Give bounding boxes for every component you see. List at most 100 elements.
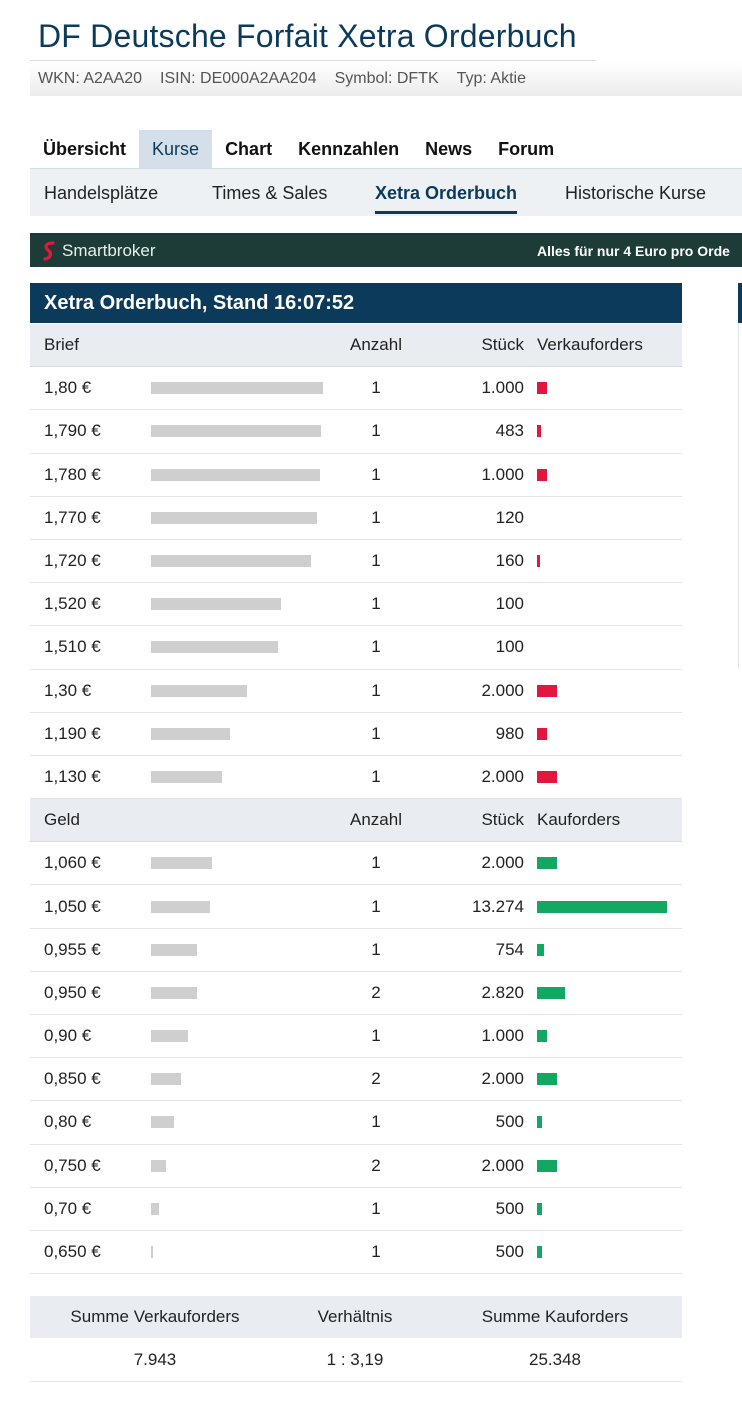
smartbroker-ad-banner[interactable]: Smartbroker Alles für nur 4 Euro pro Ord…	[30, 233, 742, 267]
ask-header-row: Brief Anzahl Stück Verkauforders	[30, 324, 682, 368]
ask-count: 1	[371, 723, 381, 743]
tab-forum[interactable]: Forum	[498, 138, 555, 159]
bid-depth-bar	[151, 1159, 166, 1172]
bid-count: 1	[371, 1112, 381, 1132]
ask-depth-bar	[151, 511, 317, 524]
tab-uebersicht[interactable]: Übersicht	[43, 138, 127, 159]
bid-order-bar	[537, 1246, 542, 1259]
bid-qty: 2.000	[481, 853, 524, 873]
bid-price: 0,70 €	[44, 1198, 92, 1218]
smartbroker-logo: Smartbroker	[42, 241, 156, 261]
ask-price: 1,720 €	[44, 551, 101, 571]
ask-count: 1	[371, 421, 381, 441]
orderbook-title: Xetra Orderbuch, Stand 16:07:52	[30, 283, 682, 323]
ask-price: 1,790 €	[44, 421, 101, 441]
bid-row: 0,90 € 1 1.000	[30, 1015, 682, 1059]
bid-qty: 2.000	[481, 1155, 524, 1175]
ask-row: 1,790 € 1 483	[30, 410, 682, 454]
page-title: DF Deutsche Forfait Xetra Orderbuch	[38, 18, 577, 54]
bid-price: 0,80 €	[44, 1112, 92, 1132]
ask-row: 1,770 € 1 120	[30, 497, 682, 540]
bid-count: 2	[371, 1155, 381, 1175]
ask-qty: 100	[495, 594, 524, 614]
tab-chart[interactable]: Chart	[225, 138, 273, 159]
bid-count: 1	[371, 1198, 381, 1218]
ask-order-bar	[537, 770, 557, 783]
ask-header-qty: Stück	[481, 335, 524, 355]
ask-qty: 160	[495, 551, 524, 571]
summary-header-row: Summe Verkauforders Verhältnis Summe Kau…	[30, 1296, 682, 1338]
bid-header-row: Geld Anzahl Stück Kauforders	[30, 799, 682, 843]
ask-depth-bar	[151, 555, 311, 568]
ask-row: 1,30 € 1 2.000	[30, 670, 682, 713]
summary-buy-header: Summe Kauforders	[481, 1307, 629, 1326]
bid-count: 2	[371, 982, 381, 1002]
bid-header-orders: Kauforders	[537, 810, 621, 830]
tab-news[interactable]: News	[425, 138, 473, 159]
ask-qty: 2.000	[481, 680, 524, 700]
bid-order-bar	[537, 1030, 547, 1043]
ask-price: 1,770 €	[44, 507, 101, 527]
ask-qty: 980	[495, 723, 524, 743]
bid-header-qty: Stück	[481, 810, 524, 830]
bid-order-bar	[537, 1202, 542, 1215]
sub-nav: Handelsplätze Times & Sales Xetra Orderb…	[30, 168, 742, 216]
ask-count: 1	[371, 464, 381, 484]
ask-row: 1,190 € 1 980	[30, 713, 682, 756]
ask-qty: 100	[495, 637, 524, 657]
bid-price: 0,950 €	[44, 982, 101, 1002]
ask-price: 1,520 €	[44, 594, 101, 614]
bid-price: 1,050 €	[44, 896, 101, 916]
ask-price: 1,80 €	[44, 378, 92, 398]
bid-depth-bar	[151, 1202, 159, 1215]
tab-kennzahlen[interactable]: Kennzahlen	[298, 138, 400, 159]
right-panel-edge	[738, 323, 739, 668]
bid-qty: 2.000	[481, 1069, 524, 1089]
bid-price: 0,90 €	[44, 1026, 92, 1046]
ask-count: 1	[371, 594, 381, 614]
bid-price: 0,955 €	[44, 939, 101, 959]
ask-order-bar	[537, 468, 547, 481]
bid-row: 1,060 € 1 2.000	[30, 842, 682, 886]
bid-header-count: Anzahl	[350, 810, 402, 830]
ask-depth-bar	[151, 598, 281, 611]
ask-depth-bar	[151, 382, 323, 395]
bid-depth-bar	[151, 857, 212, 870]
bid-depth-bar	[151, 986, 197, 999]
security-meta-bar: WKN: A2AA20 ISIN: DE000A2AA204 Symbol: D…	[30, 62, 742, 96]
bid-order-bar	[537, 1159, 557, 1172]
ask-qty: 483	[495, 421, 524, 441]
bid-header-label: Geld	[44, 810, 80, 830]
ask-count: 1	[371, 507, 381, 527]
bid-price: 0,650 €	[44, 1242, 101, 1262]
subtab-historische-kurse[interactable]: Historische Kurse	[565, 183, 707, 203]
ask-rows: 1,80 € 1 1.000 1,790 € 1 483 1,780 € 1 1.000 1,77…	[30, 367, 682, 800]
ask-count: 1	[371, 551, 381, 571]
ask-row: 1,520 € 1 100	[30, 583, 682, 627]
summary-ratio-header: Verhältnis	[317, 1307, 393, 1326]
bid-qty: 500	[495, 1198, 524, 1218]
ask-order-bar	[537, 555, 540, 568]
bid-row: 0,955 € 1 754	[30, 929, 682, 972]
ask-row: 1,720 € 1 160	[30, 540, 682, 584]
bid-depth-bar	[151, 1073, 181, 1086]
bid-count: 2	[371, 1069, 381, 1089]
bid-price: 0,850 €	[44, 1069, 101, 1089]
bid-depth-bar	[151, 1246, 153, 1259]
bid-qty: 500	[495, 1112, 524, 1132]
subtab-times-sales[interactable]: Times & Sales	[212, 183, 328, 203]
ask-qty: 1.000	[481, 464, 524, 484]
bid-depth-bar	[151, 943, 197, 956]
subtab-xetra-orderbuch[interactable]: Xetra Orderbuch	[375, 183, 518, 214]
subtab-handelsplaetze[interactable]: Handelsplätze	[44, 183, 159, 203]
ask-count: 1	[371, 766, 381, 786]
bid-count: 1	[371, 1242, 381, 1262]
summary-values-row: 7.943 1 : 3,19 25.348	[30, 1338, 682, 1382]
tab-kurse[interactable]: Kurse	[139, 130, 213, 178]
bid-order-bar	[537, 1116, 542, 1129]
ask-row: 1,80 € 1 1.000	[30, 367, 682, 411]
ask-price: 1,190 €	[44, 723, 101, 743]
ask-price: 1,510 €	[44, 637, 101, 657]
bid-qty: 2.820	[481, 982, 524, 1002]
summary-ratio-value: 1 : 3,19	[326, 1349, 384, 1369]
